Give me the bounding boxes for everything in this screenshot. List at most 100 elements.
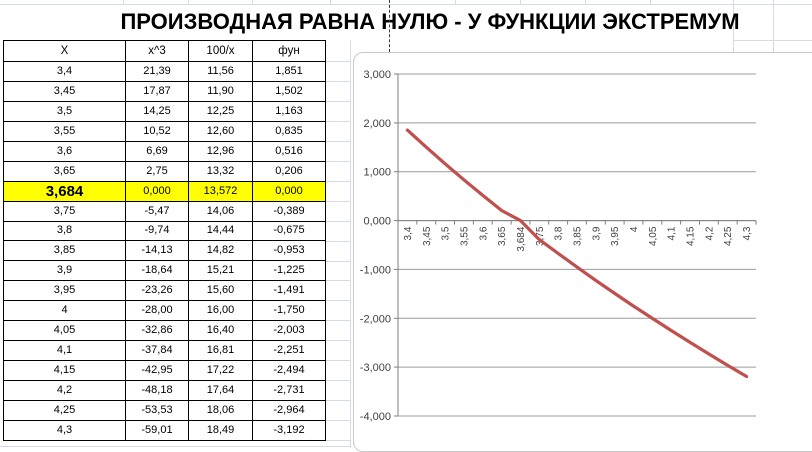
table-cell[interactable]: 1,163	[252, 100, 326, 122]
table-cell[interactable]: -18,64	[125, 260, 189, 282]
page-title[interactable]: ПРОИЗВОДНАЯ РАВНА НУЛЮ - У ФУНКЦИИ ЭКСТР…	[120, 9, 740, 34]
table-cell[interactable]: -53,53	[125, 399, 189, 421]
table-cell[interactable]: 3,8	[3, 220, 126, 242]
table-row: 4,05 -32,86 16,40 -2,003	[3, 320, 326, 342]
table-cell[interactable]: -37,84	[125, 340, 189, 362]
table-cell[interactable]: 4,3	[3, 419, 126, 441]
table-cell[interactable]: -32,86	[125, 320, 189, 342]
table-cell[interactable]: -3,192	[252, 419, 326, 441]
table-cell[interactable]: -14,13	[125, 240, 189, 262]
y-axis-label: 2,000	[363, 118, 391, 130]
table-cell[interactable]: 12,60	[188, 120, 253, 142]
chart-area[interactable]: 3,000 2,000 1,000 0,000 -1,000 -2,000 -3,000 -4…	[353, 52, 812, 452]
table-cell[interactable]: 17,87	[125, 80, 189, 102]
sheet-gridline	[123, 0, 124, 4]
table-cell[interactable]: 11,90	[188, 80, 253, 102]
table-cell[interactable]: -0,675	[252, 220, 326, 242]
x-axis-label: 3,75	[535, 226, 546, 246]
table-cell[interactable]: 21,39	[125, 61, 189, 82]
table-cell[interactable]: -2,251	[252, 340, 326, 362]
table-cell[interactable]: -9,74	[125, 220, 189, 242]
table-cell[interactable]: -59,01	[125, 419, 189, 441]
table-cell[interactable]: 12,96	[188, 140, 253, 162]
table-cell[interactable]: 4	[3, 300, 126, 322]
table-cell[interactable]: 12,25	[188, 100, 253, 122]
table-cell[interactable]: 14,82	[188, 240, 253, 262]
table-cell[interactable]: 10,52	[125, 120, 189, 142]
column-header[interactable]: фун	[252, 40, 326, 62]
table-cell[interactable]: 4,15	[3, 360, 126, 381]
table-cell[interactable]: 16,40	[188, 320, 253, 342]
table-cell[interactable]: 6,69	[125, 140, 189, 162]
table-row-extremum: 3,684 0,000 13,572 0,000	[3, 180, 326, 202]
table-cell[interactable]: -2,731	[252, 380, 326, 401]
column-header[interactable]: 100/x	[188, 40, 253, 62]
table-cell[interactable]: 17,22	[188, 360, 253, 381]
table-cell[interactable]: -2,964	[252, 399, 326, 421]
table-cell[interactable]: 18,06	[188, 399, 253, 421]
table-cell[interactable]: 0,516	[252, 140, 326, 162]
table-cell[interactable]: 16,81	[188, 340, 253, 362]
column-header[interactable]: X	[3, 40, 126, 62]
table-cell[interactable]: 17,64	[188, 380, 253, 401]
table-cell[interactable]: -0,953	[252, 240, 326, 262]
table-cell[interactable]: 0,206	[252, 160, 326, 182]
table-cell[interactable]: -23,26	[125, 280, 189, 302]
table-row: 3,4 21,39 11,56 1,851	[3, 61, 326, 82]
x-axis-label: 4,1	[667, 226, 678, 240]
table-cell[interactable]: -42,95	[125, 360, 189, 381]
table-cell[interactable]: 14,44	[188, 220, 253, 242]
table-cell[interactable]: 3,6	[3, 140, 126, 162]
table-cell[interactable]: 1,851	[252, 61, 326, 82]
table-cell[interactable]: 4,1	[3, 340, 126, 362]
table-cell[interactable]: -5,47	[125, 200, 189, 222]
sheet-gridline	[326, 100, 350, 102]
table-cell[interactable]: -2,003	[252, 320, 326, 342]
table-cell[interactable]: 3,55	[3, 120, 126, 142]
table-cell[interactable]: 4,05	[3, 320, 126, 342]
sheet-gridline	[326, 200, 350, 202]
table-cell[interactable]: -1,491	[252, 280, 326, 302]
table-cell[interactable]: 4,25	[3, 399, 126, 421]
table-cell[interactable]: 3,9	[3, 260, 126, 282]
table-cell[interactable]: 0,000	[252, 180, 326, 202]
sheet-gridline	[455, 0, 456, 4]
table-cell[interactable]: 4,2	[3, 380, 126, 401]
table-cell[interactable]: 16,00	[188, 300, 253, 322]
table-cell[interactable]: 3,85	[3, 240, 126, 262]
table-cell[interactable]: 1,502	[252, 80, 326, 102]
table-cell[interactable]: 11,56	[188, 61, 253, 82]
table-row: 4,1 -37,84 16,81 -2,251	[3, 340, 326, 362]
table-cell[interactable]: -2,494	[252, 360, 326, 381]
column-header[interactable]: x^3	[125, 40, 189, 62]
sheet-gridline	[733, 40, 812, 41]
table-cell[interactable]: 3,65	[3, 160, 126, 182]
table-cell[interactable]: -48,18	[125, 380, 189, 401]
table-cell[interactable]: 0,835	[252, 120, 326, 142]
table-cell[interactable]: -28,00	[125, 300, 189, 322]
table-cell[interactable]: -0,389	[252, 200, 326, 222]
sheet-gridline	[326, 340, 350, 342]
table-cell[interactable]: 15,60	[188, 280, 253, 302]
table-cell[interactable]: 13,32	[188, 160, 253, 182]
table-cell[interactable]: 2,75	[125, 160, 189, 182]
table-cell[interactable]: 3,45	[3, 80, 126, 102]
table-cell[interactable]: 18,49	[188, 419, 253, 441]
table-cell[interactable]: -1,750	[252, 300, 326, 322]
table-cell[interactable]: 3,75	[3, 200, 126, 222]
table-cell[interactable]: 13,572	[188, 180, 253, 202]
table-cell[interactable]: 14,06	[188, 200, 253, 222]
sheet-gridline	[188, 0, 189, 4]
table-cell[interactable]: 15,21	[188, 260, 253, 282]
table-cell[interactable]: 3,95	[3, 280, 126, 302]
table-cell[interactable]: 14,25	[125, 100, 189, 122]
table-cell[interactable]: 3,684	[3, 180, 126, 202]
table-cell[interactable]: 3,4	[3, 61, 126, 82]
sheet-gridline	[326, 400, 350, 402]
table-cell[interactable]: -1,225	[252, 260, 326, 282]
table-cell[interactable]: 0,000	[125, 180, 189, 202]
x-axis-label: 4,05	[648, 226, 659, 246]
table-cell[interactable]: 3,5	[3, 100, 126, 122]
